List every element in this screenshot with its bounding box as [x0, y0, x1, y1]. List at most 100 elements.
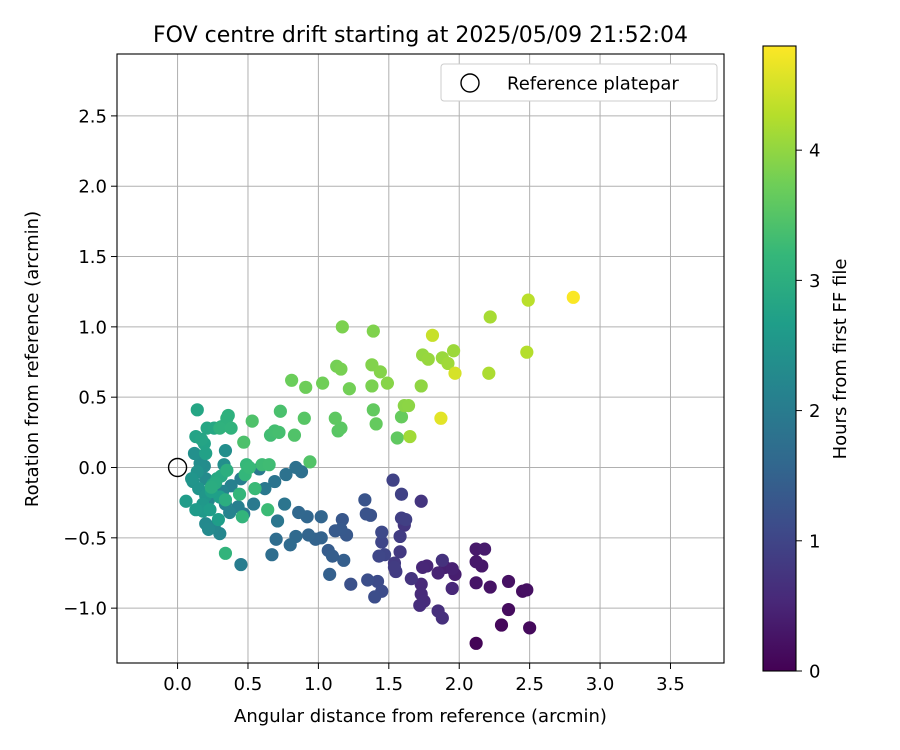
data-point [201, 522, 216, 536]
data-point [394, 410, 409, 424]
colorbar-frame [762, 45, 797, 672]
data-point [393, 545, 407, 559]
data-point [375, 525, 389, 539]
data-point [269, 532, 283, 546]
data-point [469, 636, 483, 650]
colorbar-tick-label: 1 [809, 531, 820, 552]
data-point [375, 535, 389, 549]
data-point [316, 376, 330, 390]
data-point [297, 411, 311, 425]
data-point [435, 553, 449, 567]
data-point [361, 573, 375, 587]
data-point [414, 494, 428, 508]
data-point [369, 417, 383, 431]
data-point [403, 429, 417, 444]
data-point [203, 503, 217, 517]
data-point [469, 576, 483, 590]
colorbar-tick-label: 3 [809, 271, 820, 292]
y-tick-label: 0.5 [78, 388, 107, 409]
data-point [416, 560, 430, 574]
x-axis-ticks: 0.0 0.5 1.0 1.5 2.0 2.5 3.0 3.5 [163, 663, 685, 695]
data-point [265, 548, 279, 562]
data-point [342, 382, 356, 396]
data-point [261, 503, 275, 517]
data-point [223, 505, 237, 520]
colorbar: 0 1 2 3 4 Hours from first FF file [762, 45, 851, 683]
data-point [220, 463, 234, 477]
data-point [325, 549, 340, 563]
data-point [380, 376, 395, 390]
data-point [204, 480, 218, 494]
colorbar-tick-label: 0 [809, 662, 820, 683]
data-point [366, 403, 380, 417]
y-tick-label: 2.5 [78, 106, 107, 127]
x-tick-label: 0.5 [234, 674, 263, 695]
x-tick-label: 2.0 [445, 674, 474, 695]
data-point [303, 455, 317, 469]
data-point [272, 425, 286, 439]
data-point [441, 356, 455, 371]
data-point [262, 458, 276, 472]
data-point [414, 379, 428, 393]
data-point [220, 411, 234, 425]
data-point [390, 431, 404, 445]
data-point [211, 512, 226, 527]
x-tick-label: 1.5 [374, 674, 403, 695]
data-points [179, 290, 580, 650]
legend: Reference platepar [440, 63, 718, 102]
data-point [404, 572, 418, 586]
data-point [435, 611, 449, 625]
data-point [425, 328, 440, 342]
y-tick-label: −1.0 [63, 599, 107, 620]
data-point [372, 549, 386, 563]
data-point [521, 293, 535, 307]
data-point [292, 505, 306, 520]
plot-area: 0.0 0.5 1.0 1.5 2.0 2.5 3.0 3.5 −1.0 −0.5 0.0 0.5 1… [63, 53, 725, 695]
reference-platepar-marker [167, 457, 188, 478]
data-point [234, 557, 248, 572]
data-point [301, 528, 316, 542]
data-point [285, 373, 299, 387]
data-point [334, 421, 348, 435]
data-point [393, 529, 407, 544]
data-point [399, 512, 413, 527]
data-point [328, 411, 342, 425]
data-point [237, 435, 251, 449]
chart-title: FOV centre drift starting at 2025/05/09 … [153, 23, 688, 48]
x-tick-label: 3.5 [656, 674, 685, 695]
data-point [334, 362, 348, 376]
data-point [242, 460, 256, 475]
data-point [445, 581, 459, 596]
data-point [483, 580, 497, 594]
x-tick-label: 0.0 [163, 674, 192, 695]
data-point [213, 421, 227, 435]
data-point [187, 446, 202, 461]
data-point [247, 497, 261, 511]
plot-frame [116, 53, 725, 664]
data-point [421, 352, 435, 366]
data-point [185, 472, 199, 486]
colorbar-tick-label: 2 [809, 401, 820, 422]
data-point [373, 365, 387, 379]
data-point [335, 320, 349, 334]
data-point [445, 562, 459, 576]
data-point [482, 366, 496, 380]
data-point [401, 399, 416, 413]
data-point [501, 602, 516, 617]
x-axis-label: Angular distance from reference (arcmin) [234, 706, 607, 727]
y-tick-label: 2.0 [78, 177, 107, 198]
data-point [235, 510, 249, 524]
data-point [434, 411, 448, 425]
data-point [189, 503, 203, 517]
colorbar-ticks: 0 1 2 3 4 [796, 141, 820, 683]
data-point [314, 510, 328, 524]
data-point [365, 379, 379, 393]
colorbar-gradient [763, 46, 796, 671]
data-point [446, 344, 461, 358]
data-point [273, 404, 287, 418]
data-point [270, 514, 285, 528]
data-point [323, 567, 337, 581]
data-point [386, 473, 400, 487]
data-point [232, 487, 247, 501]
data-point [245, 414, 259, 428]
